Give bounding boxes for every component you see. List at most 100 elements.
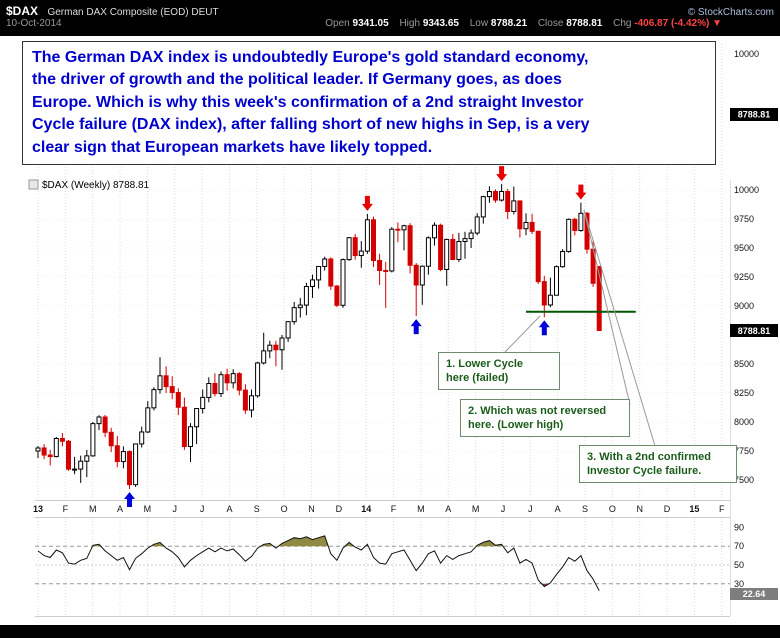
down-triangle-icon: ▼	[712, 18, 722, 29]
svg-text:70: 70	[734, 541, 744, 551]
svg-text:9750: 9750	[734, 214, 754, 224]
high-value: 9343.65	[422, 18, 459, 29]
svg-text:8788.81: 8788.81	[738, 326, 771, 336]
svg-text:A: A	[555, 504, 561, 514]
svg-text:A: A	[445, 504, 451, 514]
svg-text:D: D	[664, 504, 671, 514]
svg-text:M: M	[144, 504, 152, 514]
svg-text:9250: 9250	[734, 272, 754, 282]
svg-text:A: A	[117, 504, 123, 514]
chg-label: Chg	[613, 18, 632, 29]
svg-text:90: 90	[734, 522, 744, 532]
pane-title: $DAX (Weekly) 8788.81	[42, 180, 150, 191]
upper-axis-label: 10000	[734, 49, 759, 59]
commentary-line: the driver of growth and the political l…	[32, 71, 562, 89]
svg-text:9000: 9000	[734, 301, 754, 311]
chart-title-text: German DAX Composite (EOD) DEUT	[47, 7, 219, 18]
cycle-top-arrow-icon	[496, 166, 508, 182]
note-line: 1. Lower Cycle	[446, 358, 524, 370]
commentary-line: The German DAX index is undoubtedly Euro…	[32, 49, 589, 66]
svg-text:N: N	[636, 504, 643, 514]
ticker-block: $DAX German DAX Composite (EOD) DEUT	[6, 2, 219, 20]
ohlc-quote: Open 9341.05 High 9343.65 Low 8788.21 Cl…	[317, 18, 722, 29]
svg-text:M: M	[89, 504, 97, 514]
note-pointer-line	[583, 209, 631, 406]
open-value: 9341.05	[352, 18, 389, 29]
svg-text:F: F	[63, 504, 69, 514]
rsi-line	[37, 535, 600, 591]
low-value: 8788.21	[490, 18, 528, 29]
bottom-bar	[0, 625, 780, 638]
commentary-line: clear sign that European markets have li…	[32, 138, 433, 156]
rsi-overbought-fill	[476, 540, 503, 547]
svg-text:O: O	[281, 504, 288, 514]
cycle-low-arrow-icon	[410, 319, 422, 335]
commentary-line: Europe. Which is why this week's confirm…	[32, 93, 584, 111]
commentary-line: Cycle failure (DAX index), after falling…	[32, 116, 590, 134]
upper-price-tag	[730, 108, 778, 121]
note-line: Investor Cycle failure.	[587, 465, 702, 477]
ticker-symbol: $DAX	[6, 4, 39, 18]
svg-text:A: A	[226, 504, 232, 514]
svg-text:M: M	[417, 504, 425, 514]
annotation-note-3: 3. With a 2nd confirmed Investor Cycle f…	[579, 445, 737, 483]
svg-text:13: 13	[33, 504, 43, 514]
chg-value: -406.87 (-4.42%)	[634, 18, 710, 29]
rsi-overbought-fill	[345, 542, 354, 547]
svg-text:S: S	[582, 504, 588, 514]
open-label: Open	[325, 18, 350, 29]
svg-text:J: J	[200, 504, 205, 514]
note-pointer-line	[504, 315, 541, 353]
rsi-overbought-fill	[278, 535, 329, 547]
svg-text:J: J	[528, 504, 533, 514]
chart-header: $DAX German DAX Composite (EOD) DEUT © S…	[0, 0, 780, 36]
note-pointer-line	[583, 209, 656, 447]
note-line: here (failed)	[446, 372, 509, 384]
month-axis: 13 F M A M J J A S O N D 14 F M A M J J A S O N D 15 F	[33, 504, 725, 514]
svg-text:O: O	[609, 504, 616, 514]
svg-text:S: S	[254, 504, 260, 514]
chart-date: 10-Oct-2014	[6, 18, 62, 29]
svg-text:15: 15	[689, 504, 699, 514]
last-price-tag	[730, 323, 778, 337]
svg-text:10000: 10000	[734, 185, 759, 195]
svg-text:F: F	[719, 504, 725, 514]
commentary-box: The German DAX index is undoubtedly Euro…	[22, 41, 716, 165]
close-label: Close	[537, 18, 564, 29]
svg-text:M: M	[472, 504, 480, 514]
svg-text:J: J	[173, 504, 178, 514]
svg-text:F: F	[391, 504, 397, 514]
svg-text:50: 50	[734, 560, 744, 570]
svg-text:22.64: 22.64	[743, 589, 766, 599]
svg-text:N: N	[308, 504, 315, 514]
svg-text:30: 30	[734, 579, 744, 589]
note-line: 3. With a 2nd confirmed	[587, 451, 711, 463]
svg-text:8788.81: 8788.81	[738, 110, 771, 120]
cycle-top-arrow-icon	[575, 184, 587, 200]
note-line: 2. Which was not reversed	[468, 405, 607, 417]
svg-text:8000: 8000	[734, 417, 754, 427]
high-label: High	[399, 18, 421, 29]
svg-text:J: J	[501, 504, 506, 514]
svg-text:14: 14	[361, 504, 371, 514]
chart-type-icon[interactable]	[28, 179, 39, 190]
annotation-note-1: 1. Lower Cycle here (failed)	[438, 352, 560, 390]
rsi-last-tag	[730, 588, 778, 600]
candlesticks	[35, 184, 602, 490]
low-label: Low	[469, 18, 489, 29]
cycle-low-arrow-icon	[538, 320, 550, 336]
annotation-note-2: 2. Which was not reversed here. (Lower h…	[460, 399, 630, 437]
svg-text:7750: 7750	[734, 446, 754, 456]
stockcharts-copyright-link[interactable]: © StockCharts.com	[687, 7, 774, 18]
svg-text:D: D	[336, 504, 343, 514]
svg-text:8500: 8500	[734, 359, 754, 369]
note-line: here. (Lower high)	[468, 419, 564, 431]
svg-text:7500: 7500	[734, 475, 754, 485]
svg-text:9500: 9500	[734, 243, 754, 253]
cycle-top-arrow-icon	[361, 195, 373, 211]
close-value: 8788.81	[566, 18, 603, 29]
svg-text:8250: 8250	[734, 388, 754, 398]
cycle-low-arrow-icon	[124, 492, 135, 508]
